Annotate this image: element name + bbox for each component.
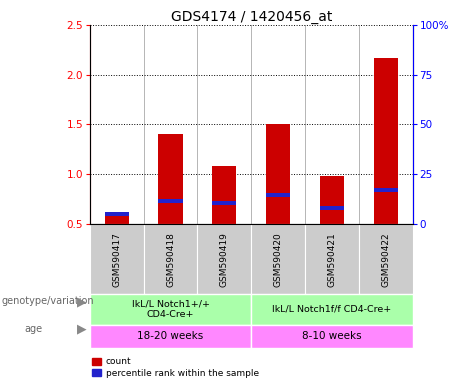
Text: GSM590422: GSM590422 <box>381 232 390 287</box>
Text: age: age <box>24 324 42 334</box>
Text: GSM590421: GSM590421 <box>327 232 337 287</box>
Text: 18-20 weeks: 18-20 weeks <box>137 331 204 341</box>
Bar <box>359 223 413 294</box>
Text: 8-10 weeks: 8-10 weeks <box>302 331 362 341</box>
Bar <box>144 223 197 294</box>
Bar <box>90 324 251 348</box>
Text: GSM590420: GSM590420 <box>274 232 283 287</box>
Bar <box>251 324 413 348</box>
Bar <box>373 58 398 223</box>
Bar <box>266 124 290 223</box>
Text: GSM590418: GSM590418 <box>166 232 175 287</box>
Text: IkL/L Notch1f/f CD4-Cre+: IkL/L Notch1f/f CD4-Cre+ <box>272 305 391 314</box>
Bar <box>212 166 236 223</box>
Text: ▶: ▶ <box>77 323 87 336</box>
Bar <box>105 212 129 223</box>
Bar <box>305 223 359 294</box>
Bar <box>212 201 236 205</box>
Bar <box>373 188 398 192</box>
Legend: count, percentile rank within the sample: count, percentile rank within the sample <box>92 357 259 377</box>
Bar <box>90 294 251 324</box>
Bar <box>197 223 251 294</box>
Bar <box>320 176 344 223</box>
Bar <box>90 223 144 294</box>
Bar <box>159 199 183 203</box>
Text: ▶: ▶ <box>77 295 87 308</box>
Bar <box>159 134 183 223</box>
Text: GSM590417: GSM590417 <box>112 232 121 287</box>
Title: GDS4174 / 1420456_at: GDS4174 / 1420456_at <box>171 10 332 24</box>
Bar <box>105 212 129 215</box>
Bar <box>251 294 413 324</box>
Bar <box>251 223 305 294</box>
Text: genotype/variation: genotype/variation <box>1 296 94 306</box>
Bar <box>266 193 290 197</box>
Text: GSM590419: GSM590419 <box>220 232 229 287</box>
Text: IkL/L Notch1+/+
CD4-Cre+: IkL/L Notch1+/+ CD4-Cre+ <box>131 300 210 319</box>
Bar <box>320 206 344 210</box>
